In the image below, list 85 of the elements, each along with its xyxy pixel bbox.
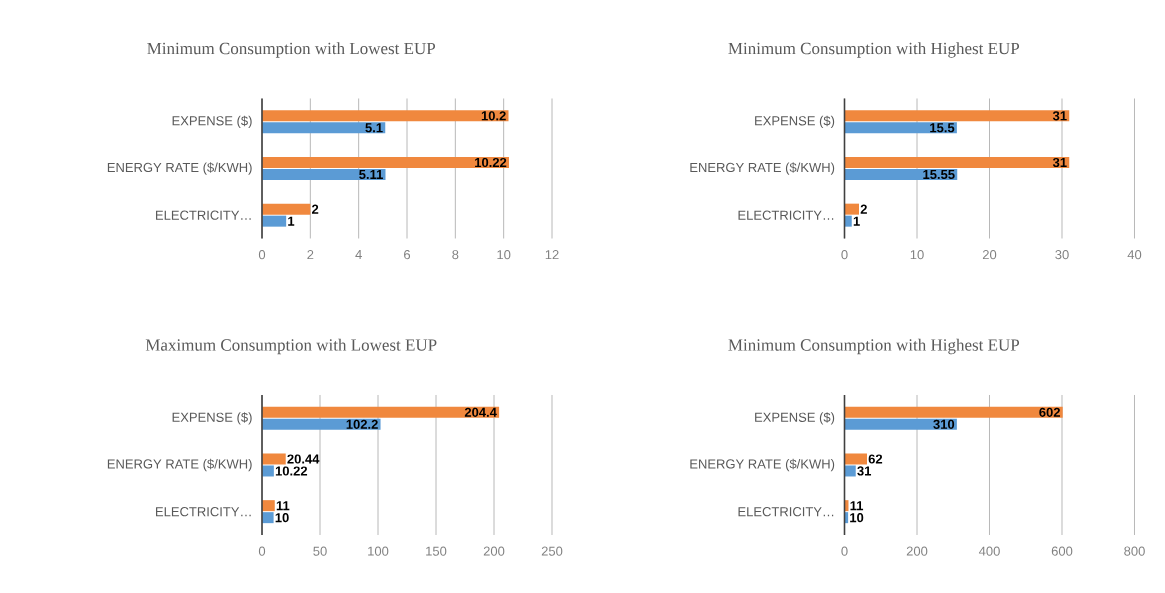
- bar: [844, 215, 852, 227]
- bar: [844, 122, 957, 134]
- data-label: 62: [868, 454, 883, 464]
- x-tick-label: 200: [906, 546, 928, 556]
- y-tick-label: ENERGY RATE ($/KWH): [690, 162, 835, 175]
- data-label: 11: [850, 501, 864, 511]
- x-tick-label: 8: [452, 250, 459, 260]
- data-label: 11: [276, 501, 290, 511]
- x-tick-label: 40: [1127, 250, 1142, 260]
- x-tick-label: 800: [1124, 546, 1145, 556]
- bar: [262, 418, 381, 430]
- data-label: 20.44: [287, 454, 320, 464]
- x-tick-label: 600: [1051, 546, 1073, 556]
- bar: [262, 465, 274, 477]
- y-tick-label: ELECTRICITY…: [738, 507, 834, 517]
- x-tick-label: 6: [404, 250, 411, 260]
- bar: [844, 418, 957, 430]
- x-tick-label: 30: [1055, 250, 1069, 260]
- bar: [262, 406, 500, 418]
- y-tick-label: EXPENSE ($): [172, 115, 252, 128]
- chart-title: Maximum Consumption with Lowest EUP: [145, 338, 437, 355]
- data-label: 5.1: [365, 123, 383, 133]
- x-tick-label: 4: [355, 250, 362, 259]
- bar: [262, 500, 275, 512]
- y-tick-label: EXPENSE ($): [755, 412, 835, 425]
- chart-title: Minimum Consumption with Highest EUP: [728, 42, 1020, 58]
- data-label: 310: [933, 419, 955, 429]
- x-tick-label: 0: [258, 546, 266, 556]
- y-tick-label: EXPENSE ($): [755, 115, 835, 128]
- x-tick-label: 200: [483, 546, 505, 556]
- data-label: 10.22: [475, 157, 507, 168]
- x-tick-label: 150: [426, 546, 447, 556]
- data-label: 2: [860, 204, 867, 214]
- data-label: 10: [275, 513, 289, 523]
- data-label: 31: [1052, 157, 1067, 168]
- bar: [262, 203, 311, 215]
- data-label: 10.22: [275, 466, 308, 476]
- data-label: 602: [1039, 407, 1060, 417]
- bar: [262, 168, 386, 180]
- x-tick-label: 2: [307, 250, 314, 260]
- data-label: 31: [1052, 111, 1067, 121]
- data-label: 10.2: [481, 111, 506, 121]
- data-label: 102.2: [346, 419, 378, 429]
- x-tick-label: 0: [841, 250, 848, 260]
- data-label: 204.4: [464, 407, 497, 417]
- y-tick-label: ENERGY RATE ($/KWH): [107, 458, 252, 472]
- bar: [844, 465, 856, 477]
- chart-title: Minimum Consumption with Lowest EUP: [147, 42, 436, 58]
- bar: [844, 168, 958, 180]
- x-tick-label: 12: [545, 250, 559, 260]
- bar: [262, 512, 274, 524]
- data-label: 10: [850, 513, 864, 523]
- data-label: 5.11: [359, 169, 383, 180]
- y-tick-label: ELECTRICITY…: [156, 210, 251, 220]
- x-tick-label: 20: [982, 250, 997, 260]
- bar: [262, 122, 386, 134]
- y-tick-label: ENERGY RATE ($/KWH): [690, 458, 835, 472]
- y-tick-label: EXPENSE ($): [172, 412, 252, 425]
- x-tick-label: 400: [978, 546, 1000, 556]
- x-tick-label: 0: [841, 546, 848, 556]
- bar: [844, 156, 1070, 168]
- bar: [262, 110, 509, 122]
- x-tick-label: 10: [497, 250, 511, 260]
- x-tick-label: 0: [258, 250, 266, 260]
- y-tick-label: ENERGY RATE ($/KWH): [107, 162, 252, 175]
- bar: [844, 203, 859, 215]
- y-tick-label: ELECTRICITY…: [156, 507, 251, 517]
- x-tick-label: 10: [910, 250, 924, 260]
- bar: [262, 453, 286, 465]
- data-label: 15.55: [923, 169, 955, 180]
- data-label: 1: [853, 216, 860, 226]
- y-tick-label: ELECTRICITY…: [738, 210, 834, 220]
- data-label: 2: [311, 204, 319, 214]
- data-label: 31: [857, 466, 872, 476]
- bar: [262, 215, 287, 227]
- data-label: 1: [288, 216, 295, 226]
- chart-title: Minimum Consumption with Highest EUP: [728, 338, 1020, 355]
- bar: [844, 453, 867, 465]
- x-tick-label: 100: [368, 546, 389, 556]
- bar: [844, 110, 1070, 122]
- data-label: 15.5: [930, 123, 955, 133]
- bar: [844, 406, 1063, 418]
- x-tick-label: 50: [313, 546, 327, 556]
- x-tick-label: 250: [541, 546, 563, 556]
- bar: [262, 156, 509, 168]
